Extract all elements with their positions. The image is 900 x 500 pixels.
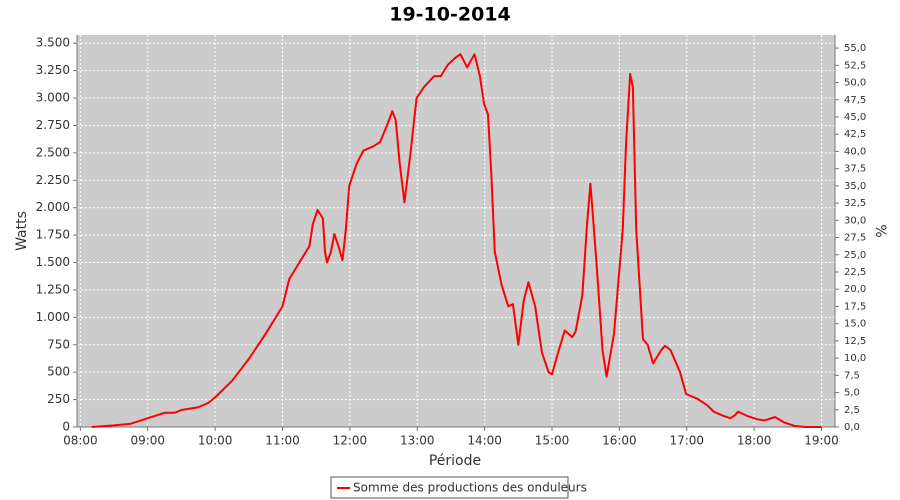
data-line (91, 53, 822, 428)
y2-tick-label: 50,0 (844, 78, 866, 89)
x-tick-label: 19:00 (804, 434, 839, 448)
y2-tick-label: 27,5 (844, 233, 866, 244)
x-tick-label: 08:00 (63, 434, 98, 448)
y2-tick-label: 0,0 (844, 422, 860, 433)
x-tick-label: 14:00 (467, 434, 502, 448)
legend-box (330, 476, 569, 499)
x-tick-label: 13:00 (400, 434, 435, 448)
x-tick-label: 09:00 (130, 434, 165, 448)
y-tick-label: 2.250 (36, 173, 70, 187)
y-tick-label: 3.250 (36, 63, 70, 77)
y2-axis-title: % (872, 224, 888, 237)
y-axis-title: Watts (14, 211, 30, 251)
y2-tick-label: 2,5 (844, 405, 860, 416)
y-tick-label: 500 (47, 365, 70, 379)
y2-tick-label: 25,0 (844, 250, 866, 261)
y-tick-label: 1.500 (36, 255, 70, 269)
y-tick-label: 0 (62, 420, 70, 434)
y2-tick-label: 47,5 (844, 95, 866, 106)
y2-tick-label: 55,0 (844, 43, 866, 54)
x-tick-label: 17:00 (669, 434, 704, 448)
y-tick-label: 750 (47, 337, 70, 351)
y2-tick-label: 45,0 (844, 112, 866, 123)
chart-title: 19-10-2014 (389, 4, 511, 26)
y2-tick-label: 52,5 (844, 60, 866, 71)
y2-tick-label: 12,5 (844, 336, 866, 347)
y2-tick-label: 22,5 (844, 267, 866, 278)
legend: Somme des productions des onduleurs (330, 476, 587, 499)
y2-tick-label: 5,0 (844, 388, 860, 399)
y-tick-label: 3.000 (36, 91, 70, 105)
y2-tick-label: 42,5 (844, 129, 866, 140)
x-tick-label: 18:00 (737, 434, 772, 448)
x-tick-label: 10:00 (198, 434, 233, 448)
y2-tick-label: 15,0 (844, 319, 866, 330)
y-tick-label: 1.000 (36, 310, 70, 324)
y-tick-label: 250 (47, 392, 70, 406)
plot-area (77, 35, 835, 427)
y2-tick-label: 32,5 (844, 198, 866, 209)
y2-tick-label: 7,5 (844, 370, 860, 381)
y-tick-label: 1.750 (36, 228, 70, 242)
y-tick-label: 2.500 (36, 145, 70, 159)
y2-tick-label: 40,0 (844, 146, 866, 157)
y2-tick-label: 35,0 (844, 181, 866, 192)
y2-tick-label: 30,0 (844, 215, 866, 226)
x-axis-title: Période (429, 453, 481, 469)
y-tick-label: 2.750 (36, 118, 70, 132)
x-tick-label: 16:00 (602, 434, 637, 448)
y-tick-label: 3.500 (36, 36, 70, 50)
y2-tick-label: 17,5 (844, 301, 866, 312)
y2-tick-label: 10,0 (844, 353, 866, 364)
x-tick-label: 15:00 (535, 434, 570, 448)
x-tick-label: 12:00 (333, 434, 368, 448)
y2-tick-label: 37,5 (844, 164, 866, 175)
legend-label: Somme des productions des onduleurs (353, 481, 587, 495)
y-tick-label: 1.250 (36, 282, 70, 296)
y2-tick-label: 20,0 (844, 284, 866, 295)
y-tick-label: 2.000 (36, 200, 70, 214)
x-tick-label: 11:00 (265, 434, 300, 448)
